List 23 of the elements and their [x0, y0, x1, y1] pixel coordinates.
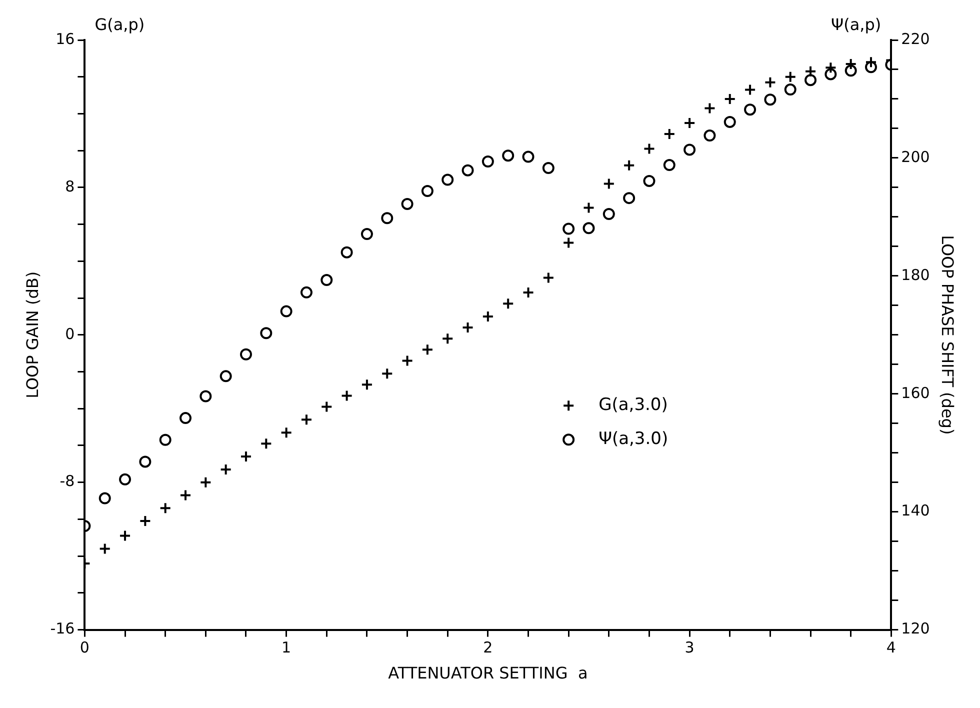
- x-tick-label: 1: [282, 638, 292, 657]
- y2-tick-label: 200: [901, 148, 930, 166]
- text: G(a,p): [94, 15, 145, 34]
- y-tick-label: 8: [65, 177, 75, 196]
- x-axis-title: ATTENUATOR SETTING a: [388, 664, 588, 683]
- text: Ψ(a,p): [831, 15, 882, 34]
- y2-tick-label: 180: [901, 266, 930, 284]
- y-axis-title: LOOP GAIN (dB): [22, 271, 42, 398]
- y2-tick-label: 120: [901, 620, 930, 638]
- x-tick-label: 3: [684, 638, 694, 657]
- legend-label: G(a,3.0): [598, 395, 668, 416]
- y-tick-label: -8: [60, 472, 75, 490]
- y2-tick-label: 140: [901, 502, 930, 520]
- x-tick-label: 2: [483, 638, 493, 657]
- y2-axis-title: LOOP PHASE SHIFT (deg): [938, 235, 958, 435]
- legend-label: Ψ(a,3.0): [598, 429, 668, 450]
- y2-tick-label: 220: [901, 30, 930, 48]
- y-tick-label: -16: [50, 620, 75, 638]
- y-tick-label: 16: [56, 30, 75, 48]
- y2-tick-label: 160: [901, 384, 930, 402]
- x-tick-label: 4: [886, 638, 896, 657]
- y-tick-label: 0: [65, 324, 75, 343]
- x-tick-label: 0: [80, 638, 90, 657]
